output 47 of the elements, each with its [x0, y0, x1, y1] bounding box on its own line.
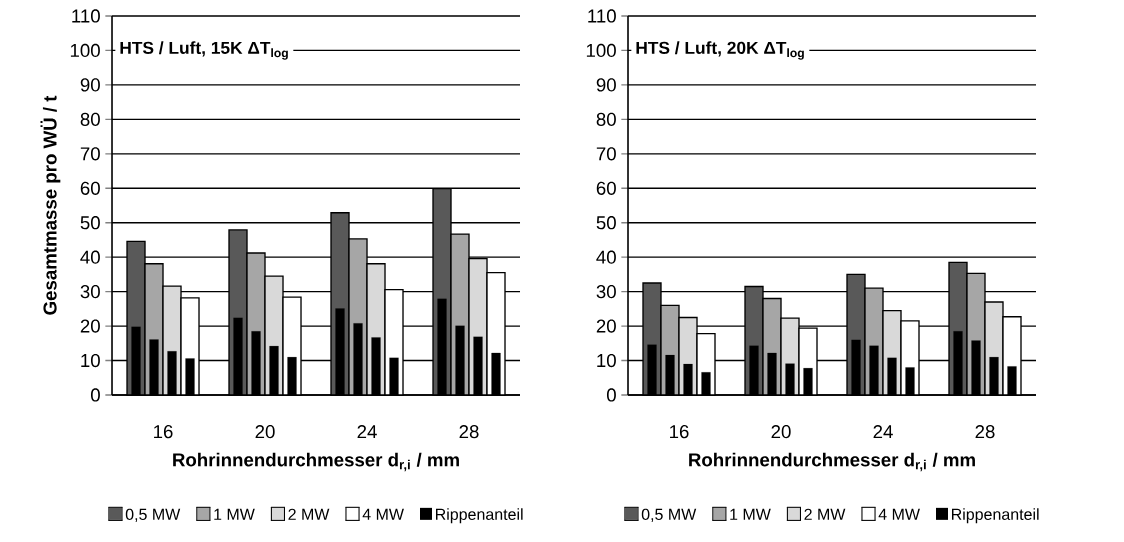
y-tick-label: 90	[80, 78, 100, 92]
legend-label: 2 MW	[288, 508, 330, 520]
y-tick-label: 80	[80, 112, 100, 126]
y-tick-label: 50	[80, 216, 100, 230]
y-tick-label: 90	[596, 78, 616, 92]
x-tick-label: 16	[154, 425, 173, 439]
legend-label: 1 MW	[730, 508, 771, 520]
x-tick-label: 28	[975, 425, 995, 439]
y-tick-label: 70	[596, 147, 616, 161]
y-tick-label: 100	[586, 43, 616, 58]
x-tick-label: 20	[771, 425, 791, 439]
y-tick-label: 0	[606, 388, 616, 402]
y-tick-label: 10	[81, 353, 100, 368]
text: Rohrinnendurchmesser d$_{r,i}$ / mm	[173, 452, 459, 472]
legend-label: Rippenanteil	[436, 508, 523, 524]
legend-label: 4 MW	[878, 508, 920, 520]
y-tick-label: 110	[72, 9, 100, 23]
legend-label: Rippenanteil	[951, 508, 1039, 524]
legend-label: 0,5 MW	[125, 508, 181, 522]
legend-label: 2 MW	[804, 508, 846, 520]
y-tick-label: 40	[80, 250, 100, 264]
x-tick-label: 28	[459, 425, 479, 439]
y-tick-label: 110	[588, 9, 616, 23]
y-tick-label: 50	[596, 216, 616, 230]
y-tick-label: 80	[596, 112, 616, 126]
x-tick-label: 24	[873, 425, 893, 439]
x-tick-label: 24	[357, 425, 377, 439]
x-tick-label: 20	[255, 425, 275, 439]
y-tick-label: 70	[80, 147, 100, 161]
legend-label: 0,5 MW	[641, 508, 697, 522]
y-tick-label: 40	[596, 250, 616, 264]
y-tick-label: 0	[90, 388, 100, 402]
chart-title: HTS / Luft, 15K ΔT$_{log}$	[120, 41, 288, 60]
y-tick-label: 60	[80, 181, 100, 195]
y-tick-label: 60	[596, 181, 616, 195]
x-tick-label: 16	[670, 425, 689, 439]
y-tick-label: 20	[80, 319, 100, 333]
y-tick-label: 30	[596, 285, 616, 299]
y-tick-label: 30	[80, 285, 100, 299]
y-axis-title: Gesamtmasse pro WÜ / t	[40, 95, 61, 315]
y-tick-label: 10	[597, 353, 616, 368]
y-tick-label: 100	[70, 43, 100, 58]
y-tick-label: 20	[596, 319, 616, 333]
legend-label: 1 MW	[214, 508, 255, 520]
legend-label: 4 MW	[362, 508, 404, 520]
text: Rohrinnendurchmesser d$_{r,i}$ / mm	[689, 452, 975, 472]
chart-title: HTS / Luft, 20K ΔT$_{log}$	[636, 41, 804, 60]
